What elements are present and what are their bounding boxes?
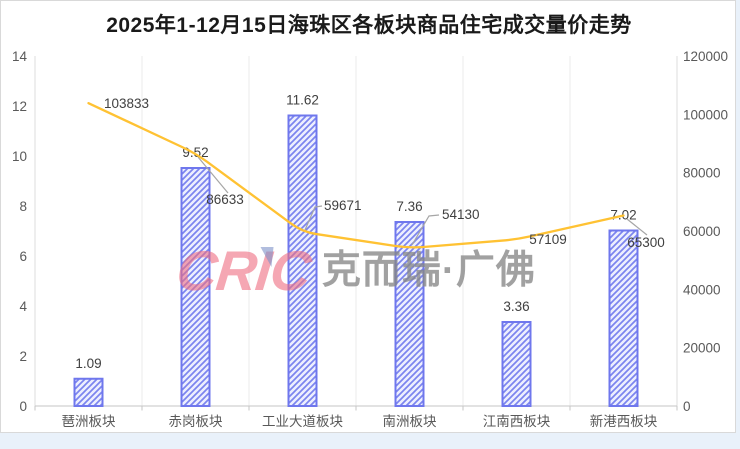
leader-lines (197, 156, 648, 246)
category-label-2: 工业大道板块 (262, 414, 343, 429)
right-tick: 60000 (683, 224, 721, 239)
line-label-1: 86633 (206, 192, 244, 207)
volume-bars (73, 114, 639, 407)
bar-3 (394, 221, 425, 407)
leader-5 (626, 218, 648, 236)
leader-2 (304, 205, 323, 231)
left-tick: 0 (19, 399, 27, 414)
left-tick: 4 (19, 299, 27, 314)
line-labels: 103833 86633 59671 54130 57109 65300 (104, 96, 665, 250)
line-label-2: 59671 (324, 198, 362, 213)
line-label-0: 103833 (104, 96, 149, 111)
right-tick: 100000 (683, 107, 728, 122)
gridlines (34, 56, 678, 406)
category-label-1: 赤岗板块 (169, 414, 223, 429)
left-tick: 2 (19, 349, 27, 364)
price-line (87, 102, 625, 249)
leader-3 (411, 214, 440, 246)
category-label-0: 琶洲板块 (62, 414, 116, 429)
left-tick: 8 (19, 199, 27, 214)
leader-1 (197, 156, 229, 194)
chart-card: 2025年1-12月15日海珠区各板块商品住宅成交量价走势 1.09 9.52 11… (0, 0, 736, 433)
right-tick: 20000 (683, 341, 721, 356)
bar-label-3: 7.36 (396, 199, 422, 214)
bar-0 (73, 377, 104, 407)
bar-label-1: 9.52 (182, 145, 208, 160)
line-label-3: 54130 (442, 207, 480, 222)
bar-4 (501, 321, 532, 407)
category-label-4: 江南西板块 (483, 414, 551, 429)
right-tick: 0 (683, 399, 691, 414)
left-tick: 14 (12, 49, 28, 64)
bar-5 (608, 229, 639, 407)
bar-label-0: 1.09 (75, 356, 101, 371)
line-label-5: 65300 (627, 235, 665, 250)
bar-1 (180, 167, 211, 407)
bar-label-4: 3.36 (503, 299, 529, 314)
left-tick: 6 (19, 249, 27, 264)
x-axis (34, 405, 678, 411)
right-tick: 80000 (683, 166, 721, 181)
chart-title: 2025年1-12月15日海珠区各板块商品住宅成交量价走势 (106, 14, 632, 37)
bar-label-2: 11.62 (286, 93, 319, 108)
left-tick: 12 (12, 99, 27, 114)
bar-2 (287, 114, 318, 407)
left-tick: 10 (12, 149, 27, 164)
category-label-5: 新港西板块 (590, 414, 658, 429)
right-tick: 40000 (683, 282, 721, 297)
category-label-3: 南洲板块 (383, 414, 437, 429)
right-tick: 120000 (683, 49, 728, 64)
category-labels: 琶洲板块 赤岗板块 工业大道板块 南洲板块 江南西板块 新港西板块 (62, 414, 658, 429)
axis-tick-labels: 0 2 4 6 8 10 12 14 0 20000 40000 60000 80000 100000 12… (12, 49, 728, 414)
line-label-4: 57109 (529, 232, 567, 247)
